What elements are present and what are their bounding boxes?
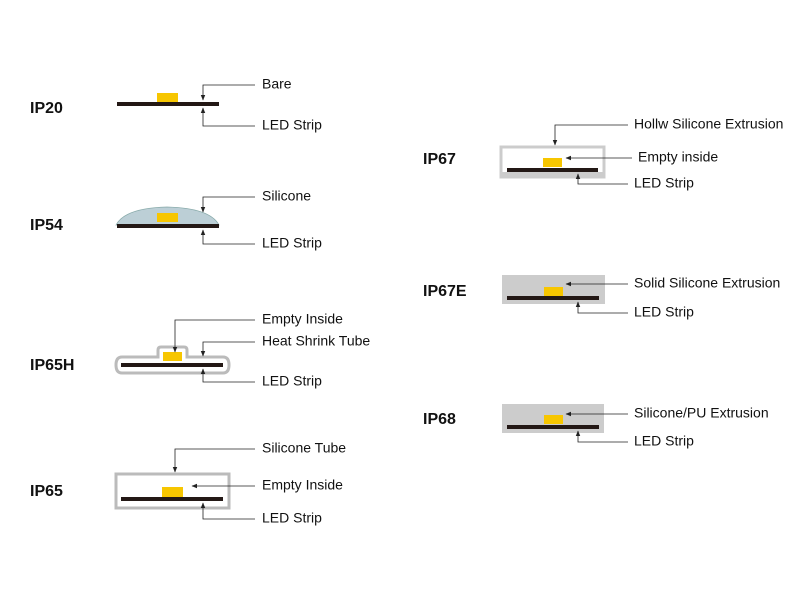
label: Silicone Tube (262, 440, 346, 456)
label: LED Strip (262, 510, 322, 526)
code: IP65 (30, 483, 63, 500)
label: LED Strip (262, 117, 322, 133)
label: Heat Shrink Tube (262, 333, 370, 349)
label: LED Strip (634, 433, 694, 449)
label: Hollw Silicone Extrusion (634, 116, 783, 132)
ip67e: IP67E Solid Silicone Extrusion LED Strip (423, 275, 780, 320)
ip67: IP67 Hollw Silicone Extrusion Empty insi… (423, 116, 783, 191)
code: IP67 (423, 151, 456, 168)
code: IP54 (30, 217, 63, 234)
ip68: IP68 Silicone/PU Extrusion LED Strip (423, 404, 769, 449)
label: LED Strip (634, 304, 694, 320)
label: Silicone/PU Extrusion (634, 405, 769, 421)
ip65h: IP65H Empty Inside Heat Shrink Tube LED … (30, 311, 370, 389)
ip54: IP54 Silicone LED Strip (30, 188, 322, 251)
code: IP65H (30, 357, 74, 374)
label: Empty Inside (262, 477, 343, 493)
ip20: IP20 Bare LED Strip (30, 76, 322, 133)
label: Empty Inside (262, 311, 343, 327)
label: LED Strip (262, 373, 322, 389)
label: LED Strip (262, 235, 322, 251)
label: Solid Silicone Extrusion (634, 275, 780, 291)
code: IP68 (423, 411, 456, 428)
code: IP20 (30, 100, 63, 117)
label: Empty inside (638, 149, 718, 165)
label: Silicone (262, 188, 311, 204)
label: LED Strip (634, 175, 694, 191)
code: IP67E (423, 283, 467, 300)
label: Bare (262, 76, 292, 92)
ip65: IP65 Silicone Tube Empty Inside LED Stri… (30, 440, 346, 526)
